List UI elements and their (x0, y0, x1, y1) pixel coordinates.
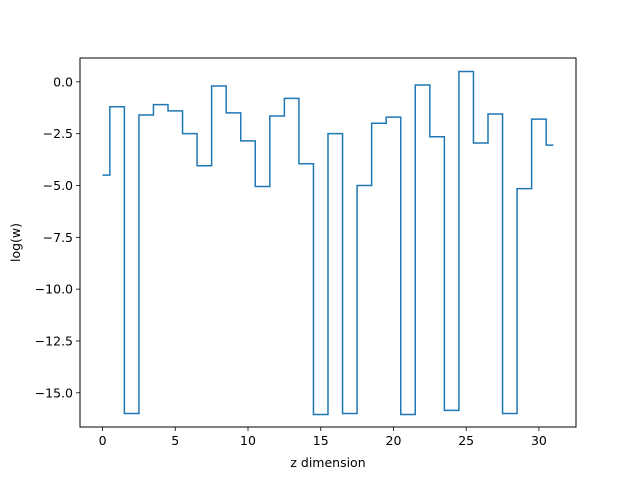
y-tick-label: −12.5 (35, 333, 73, 348)
y-tick-label: 0.0 (53, 74, 73, 89)
x-tick-label: 15 (313, 433, 329, 448)
x-tick-label: 25 (458, 433, 474, 448)
x-tick-label: 20 (386, 433, 402, 448)
y-tick-label: −7.5 (43, 230, 73, 245)
x-axis-label: z dimension (290, 455, 365, 470)
x-tick-label: 30 (531, 433, 547, 448)
y-tick-label: −5.0 (43, 178, 73, 193)
y-tick-label: −10.0 (35, 282, 73, 297)
y-tick-label: −2.5 (43, 126, 73, 141)
x-tick-label: 5 (171, 433, 179, 448)
y-axis-label: log(w) (8, 223, 23, 262)
x-tick-label: 0 (99, 433, 107, 448)
x-tick-label: 10 (240, 433, 256, 448)
y-tick-label: −15.0 (35, 385, 73, 400)
